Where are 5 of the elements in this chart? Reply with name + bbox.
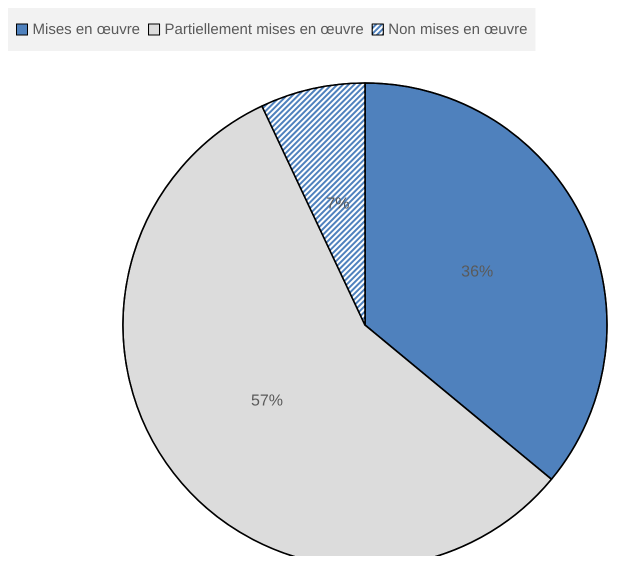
data-label: 57%: [251, 392, 284, 410]
legend-label: Non mises en œuvre: [388, 21, 528, 38]
legend-label: Partiellement mises en œuvre: [164, 21, 364, 38]
legend-label: Mises en œuvre: [32, 21, 140, 38]
data-label: 36%: [461, 264, 494, 281]
